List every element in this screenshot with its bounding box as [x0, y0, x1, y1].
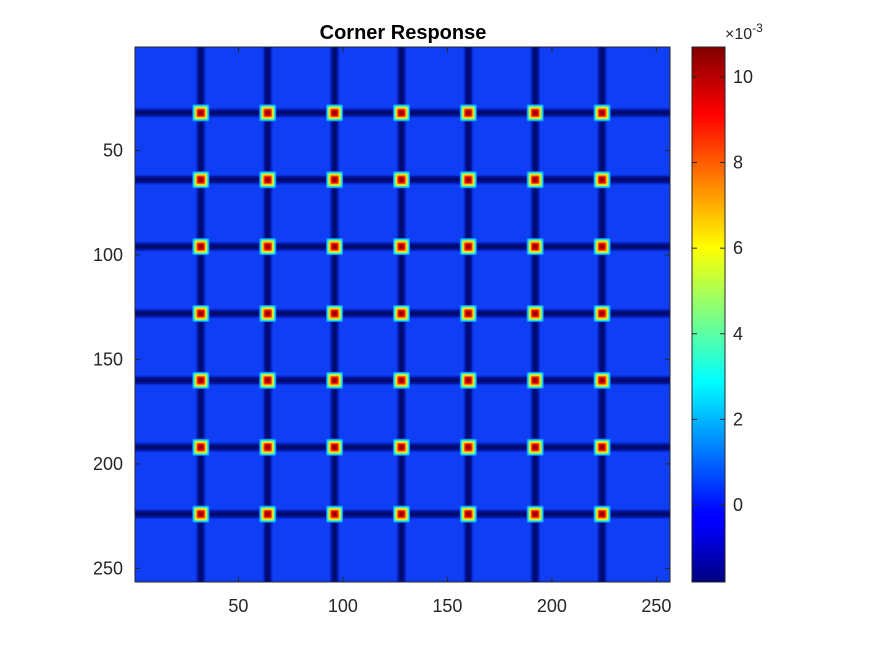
- corner-peak-1-1: [259, 171, 277, 189]
- corner-peak-4-6: [593, 371, 611, 389]
- y-tick-label: 250: [93, 558, 123, 578]
- x-tick-label: 250: [641, 596, 671, 616]
- corner-peak-0-2: [326, 104, 344, 122]
- heatmap-corner-peaks: [192, 104, 611, 523]
- corner-peak-3-4: [459, 304, 477, 322]
- corner-peak-2-2: [326, 238, 344, 256]
- corner-peak-2-5: [526, 238, 544, 256]
- x-tick-label: 200: [537, 596, 567, 616]
- corner-peak-1-2: [326, 171, 344, 189]
- heatmap-plot: [134, 46, 671, 583]
- corner-peak-3-5: [526, 304, 544, 322]
- colorbar: 0 2 4 6 8 10 ×10-3: [691, 21, 763, 583]
- y-axis: 50 100 150 200 250: [93, 140, 670, 578]
- corner-peak-2-6: [593, 238, 611, 256]
- corner-peak-0-5: [526, 104, 544, 122]
- corner-peak-6-1: [259, 505, 277, 523]
- corner-peak-2-3: [392, 238, 410, 256]
- corner-peak-0-1: [259, 104, 277, 122]
- colorbar-tick-label: 0: [733, 495, 743, 515]
- plot-frame: [134, 46, 671, 583]
- corner-peak-1-6: [593, 171, 611, 189]
- x-axis: 50 100 150 200 250: [228, 47, 671, 616]
- x-tick-label: 50: [228, 596, 248, 616]
- corner-peak-0-0: [192, 104, 210, 122]
- corner-peak-3-1: [259, 304, 277, 322]
- corner-peak-4-4: [459, 371, 477, 389]
- corner-peak-3-0: [192, 304, 210, 322]
- corner-peak-3-3: [392, 304, 410, 322]
- colorbar-tick-label: 2: [733, 409, 743, 429]
- colorbar-gradient: [691, 46, 726, 583]
- corner-peak-4-1: [259, 371, 277, 389]
- colorbar-tick-label: 4: [733, 324, 743, 344]
- corner-peak-6-6: [593, 505, 611, 523]
- corner-peak-0-4: [459, 104, 477, 122]
- y-tick-label: 100: [93, 245, 123, 265]
- colorbar-exponent: ×10-3: [725, 21, 763, 43]
- corner-peak-4-2: [326, 371, 344, 389]
- corner-peak-6-5: [526, 505, 544, 523]
- corner-peak-3-6: [593, 304, 611, 322]
- corner-peak-0-6: [593, 104, 611, 122]
- corner-peak-5-4: [459, 438, 477, 456]
- corner-peak-5-1: [259, 438, 277, 456]
- corner-peak-4-0: [192, 371, 210, 389]
- chart-title: Corner Response: [320, 22, 487, 44]
- x-tick-label: 150: [432, 596, 462, 616]
- corner-peak-5-6: [593, 438, 611, 456]
- corner-peak-5-3: [392, 438, 410, 456]
- y-tick-label: 50: [103, 140, 123, 160]
- corner-peak-0-3: [392, 104, 410, 122]
- corner-peak-4-3: [392, 371, 410, 389]
- corner-peak-1-4: [459, 171, 477, 189]
- corner-peak-2-4: [459, 238, 477, 256]
- corner-peak-6-3: [392, 505, 410, 523]
- colorbar-tick-label: 10: [733, 67, 753, 87]
- corner-peak-1-5: [526, 171, 544, 189]
- corner-peak-5-0: [192, 438, 210, 456]
- colorbar-ticks: 0 2 4 6 8 10: [692, 67, 753, 515]
- corner-peak-6-0: [192, 505, 210, 523]
- corner-peak-3-2: [326, 304, 344, 322]
- corner-peak-5-2: [326, 438, 344, 456]
- colorbar-tick-label: 8: [733, 153, 743, 173]
- corner-peak-5-5: [526, 438, 544, 456]
- corner-peak-1-3: [392, 171, 410, 189]
- corner-peak-1-0: [192, 171, 210, 189]
- corner-peak-6-2: [326, 505, 344, 523]
- y-tick-label: 150: [93, 349, 123, 369]
- y-tick-label: 200: [93, 454, 123, 474]
- corner-peak-2-0: [192, 238, 210, 256]
- corner-peak-6-4: [459, 505, 477, 523]
- corner-peak-2-1: [259, 238, 277, 256]
- x-tick-label: 100: [328, 596, 358, 616]
- corner-peak-4-5: [526, 371, 544, 389]
- colorbar-tick-label: 6: [733, 238, 743, 258]
